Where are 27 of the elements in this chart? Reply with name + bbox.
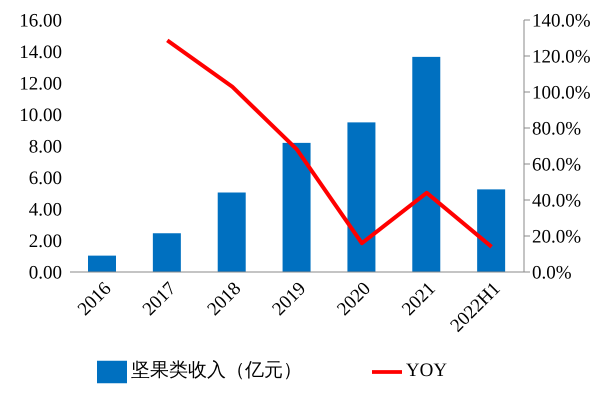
bar <box>347 122 376 272</box>
legend-label: YOY <box>406 360 448 382</box>
bar <box>412 56 440 272</box>
legend-label: 坚果类收入（亿元） <box>130 360 302 382</box>
y-tick-label: 16.00 <box>19 10 62 32</box>
line-series <box>165 38 494 249</box>
y2-tick-label: 60.0% <box>532 154 582 176</box>
y2-tick-label: 20.0% <box>532 226 582 248</box>
y2-tick-label: 140.0% <box>532 10 591 32</box>
bar <box>152 233 181 272</box>
y-tick-label: 14.00 <box>19 42 62 64</box>
y-tick-label: 10.00 <box>19 105 62 126</box>
y2-tick-label: 100.0% <box>532 82 591 104</box>
y-tick-label: 0.00 <box>28 262 62 284</box>
y-tick-label: 12.00 <box>19 74 62 95</box>
bar <box>88 256 116 272</box>
bar <box>218 192 246 272</box>
y-tick-label: 6.00 <box>28 168 62 190</box>
y-tick-label: 4.00 <box>28 200 62 221</box>
y2-tick-label: 0.0% <box>532 262 572 284</box>
bar <box>282 142 311 272</box>
y2-tick-label: 40.0% <box>532 190 582 212</box>
y-tick-label: 8.00 <box>28 136 62 158</box>
y2-tick-label: 120.0% <box>532 46 591 68</box>
y2-tick-label: 80.0% <box>532 118 582 140</box>
bar <box>477 189 506 272</box>
y-tick-label: 2.00 <box>28 231 62 252</box>
